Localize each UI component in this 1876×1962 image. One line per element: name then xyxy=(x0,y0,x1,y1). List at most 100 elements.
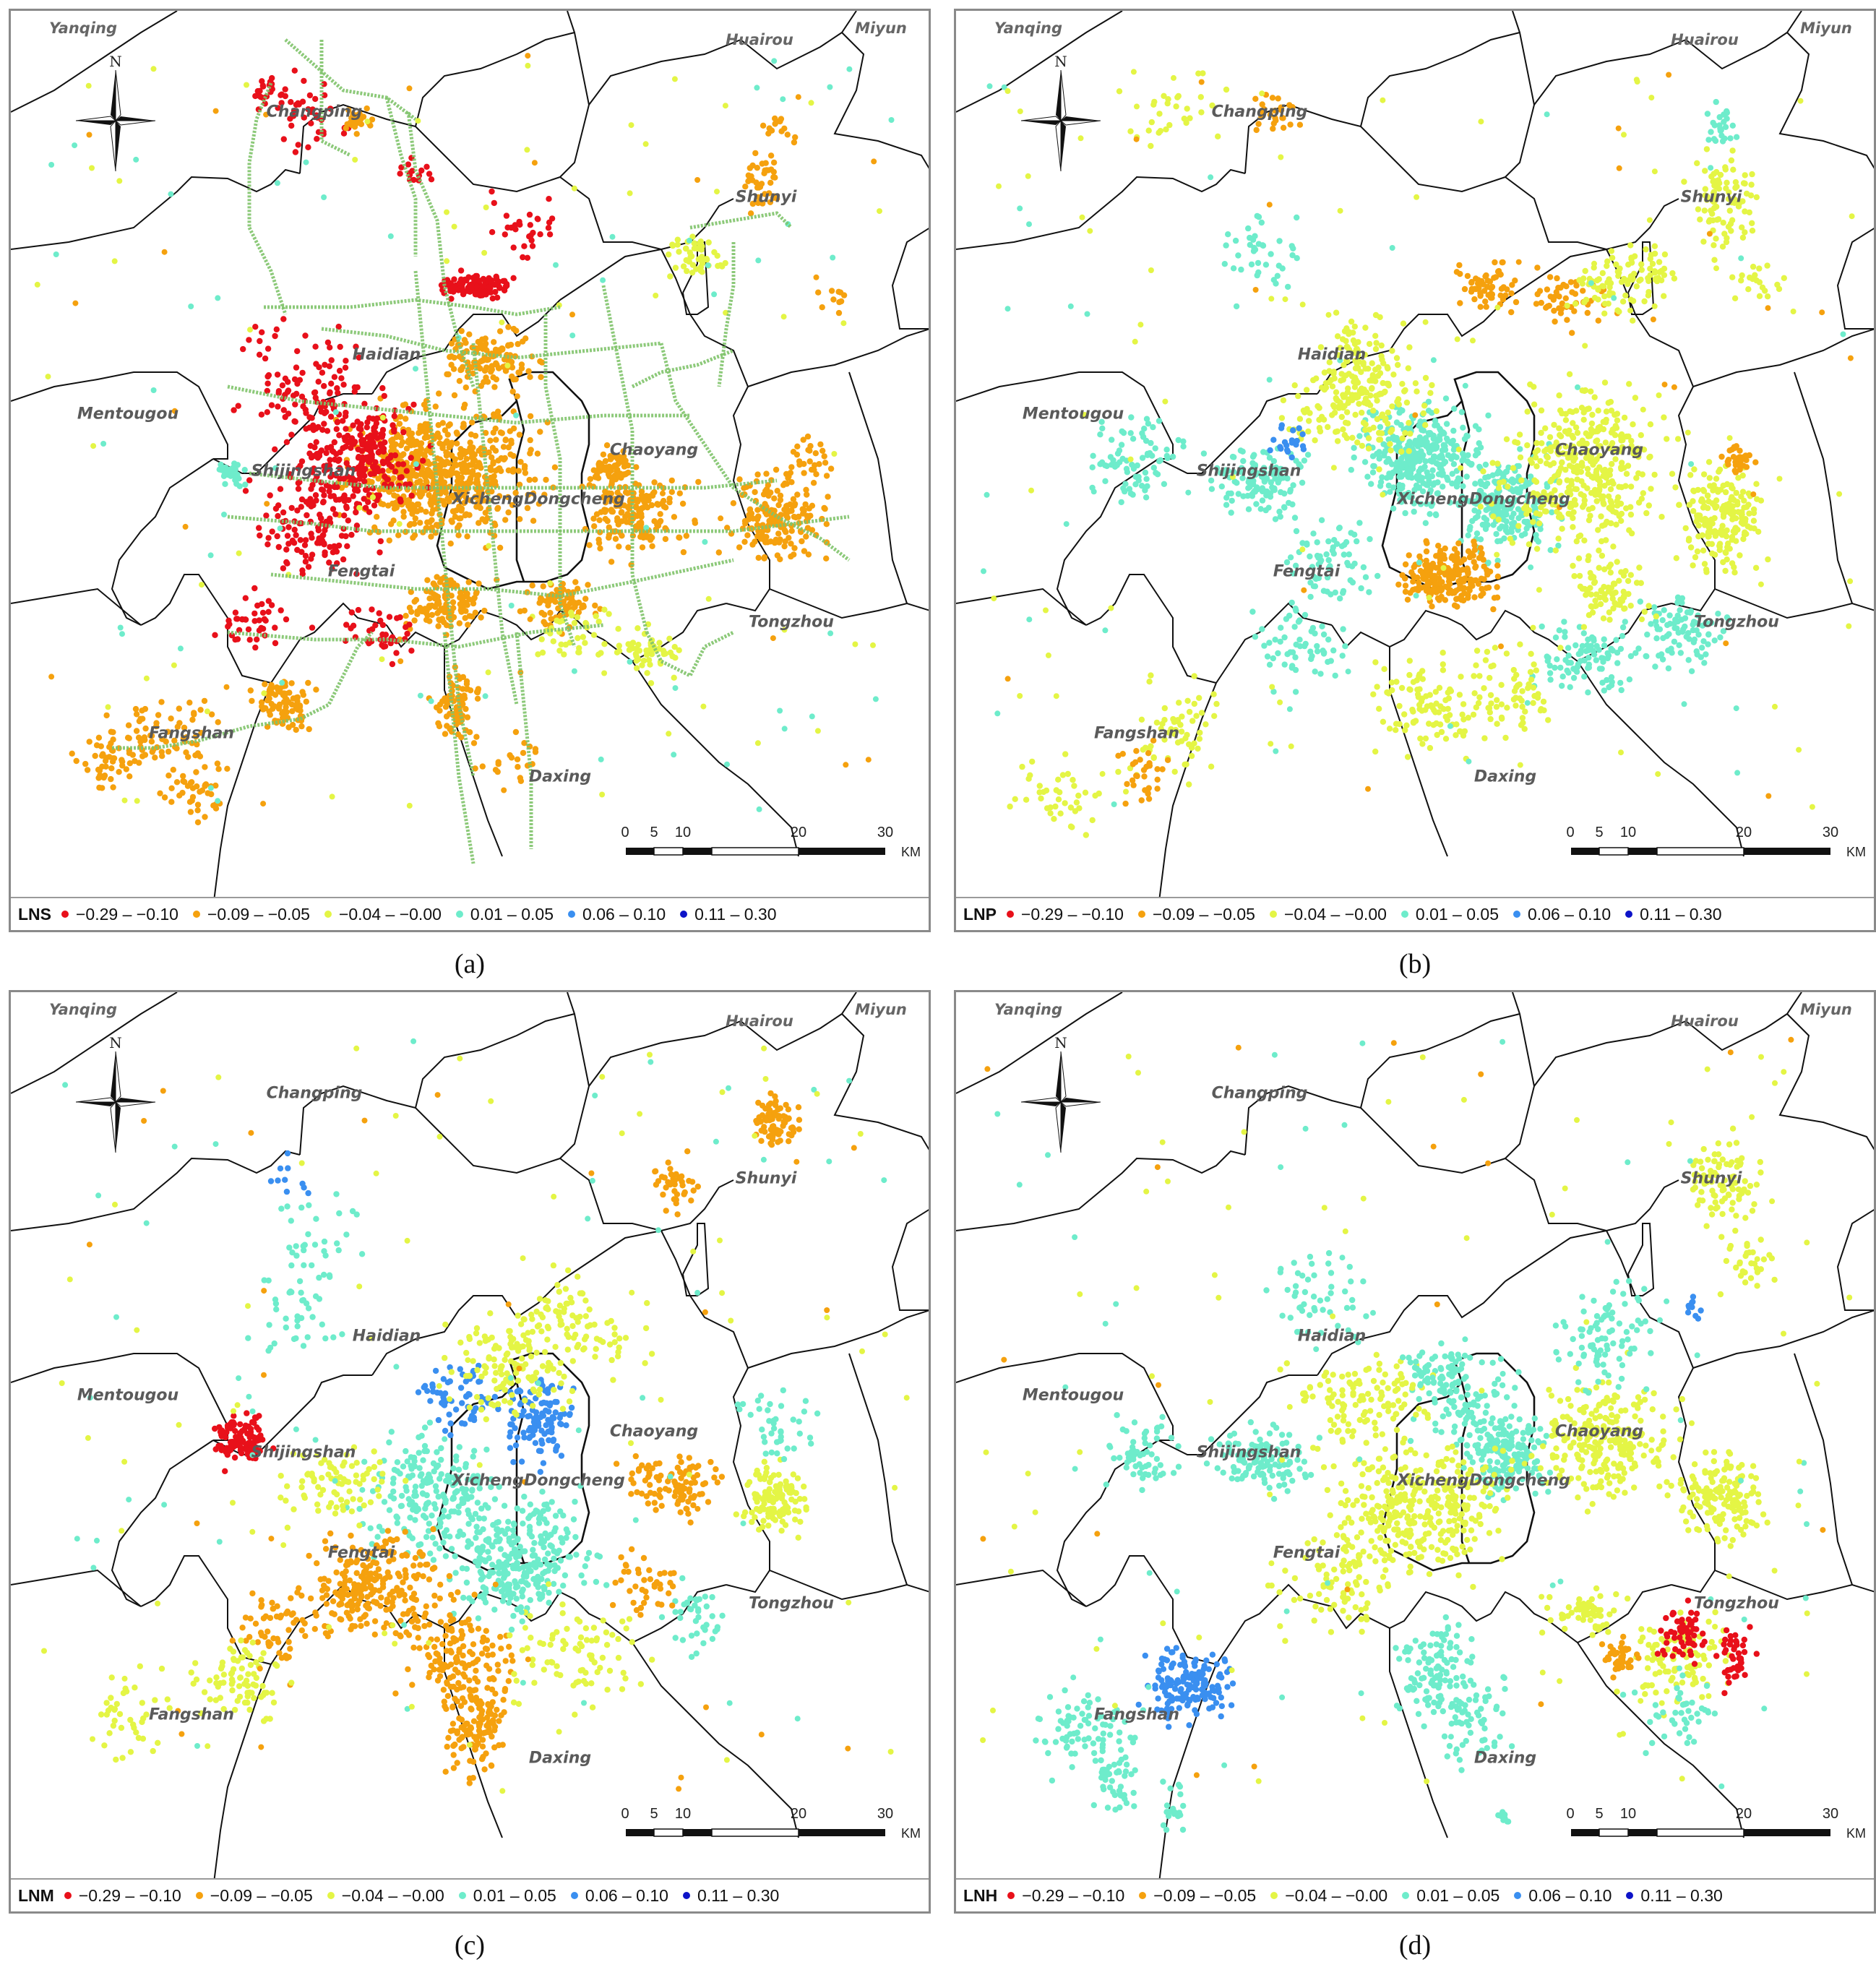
site-point xyxy=(587,476,594,483)
site-point xyxy=(592,602,598,609)
site-point xyxy=(411,520,418,527)
district-boundary xyxy=(1158,682,1217,897)
site-point xyxy=(1425,408,1432,414)
site-point xyxy=(1449,480,1455,487)
site-point xyxy=(793,514,799,521)
site-point xyxy=(1138,483,1145,489)
site-point xyxy=(469,614,476,620)
site-point xyxy=(539,597,546,603)
site-point xyxy=(476,290,482,296)
site-point xyxy=(329,565,335,572)
site-point xyxy=(493,360,499,366)
site-point xyxy=(1399,435,1406,442)
site-point xyxy=(428,698,434,705)
site-point xyxy=(110,729,116,736)
site-point xyxy=(1420,410,1427,417)
site-point xyxy=(1556,478,1563,485)
site-point xyxy=(651,518,658,525)
site-point xyxy=(1411,500,1417,507)
site-point xyxy=(1691,636,1698,643)
site-point xyxy=(348,625,354,632)
site-point xyxy=(202,764,208,770)
site-point xyxy=(865,757,872,763)
site-point xyxy=(304,512,310,519)
site-point xyxy=(149,749,155,755)
site-point xyxy=(1514,439,1521,446)
site-point xyxy=(293,726,299,733)
site-point xyxy=(286,471,293,478)
site-point xyxy=(377,617,384,624)
site-point xyxy=(1130,491,1136,498)
core-district-boundary xyxy=(515,400,525,582)
site-point xyxy=(1412,459,1419,465)
site-point xyxy=(1494,460,1501,467)
site-point xyxy=(379,384,386,392)
site-point xyxy=(1296,416,1304,422)
site-point xyxy=(305,679,311,687)
site-point xyxy=(627,190,633,197)
site-point xyxy=(1598,513,1604,520)
site-point xyxy=(272,640,279,647)
site-point xyxy=(1747,525,1754,531)
site-point xyxy=(636,520,642,527)
site-point xyxy=(280,699,288,705)
site-point xyxy=(532,749,539,755)
metro-line xyxy=(645,630,735,679)
site-point xyxy=(612,535,619,542)
site-point xyxy=(433,593,439,599)
site-point xyxy=(313,112,320,119)
site-point xyxy=(1416,422,1422,429)
site-point xyxy=(466,512,473,518)
site-point xyxy=(426,491,432,499)
site-point xyxy=(666,251,672,258)
site-point xyxy=(1643,509,1650,517)
site-point xyxy=(1356,433,1363,439)
district-label-huairou: Huairou xyxy=(726,31,793,48)
site-point xyxy=(1591,637,1597,644)
site-point xyxy=(561,651,567,658)
site-point xyxy=(767,538,774,545)
site-point xyxy=(1449,470,1455,477)
site-point xyxy=(411,617,418,624)
site-point xyxy=(324,428,331,434)
site-point xyxy=(379,621,387,629)
site-point xyxy=(524,504,531,512)
site-point xyxy=(618,509,624,516)
site-point xyxy=(408,492,415,499)
site-point xyxy=(1619,624,1627,631)
site-point xyxy=(374,494,381,501)
site-point xyxy=(1711,637,1718,644)
site-point xyxy=(323,449,330,457)
site-point xyxy=(330,471,336,478)
site-point xyxy=(321,492,327,499)
site-point xyxy=(535,501,543,507)
site-point xyxy=(397,413,404,420)
site-point xyxy=(398,452,405,459)
site-point xyxy=(1407,590,1414,596)
district-boundary xyxy=(1490,603,1672,663)
site-point xyxy=(1673,555,1679,562)
site-point xyxy=(1614,660,1621,666)
site-point xyxy=(1741,504,1747,511)
site-point xyxy=(479,516,486,522)
site-point xyxy=(405,426,412,434)
site-point xyxy=(1143,476,1150,482)
site-point xyxy=(1450,427,1457,434)
site-point xyxy=(1647,453,1653,460)
district-boundary xyxy=(444,647,503,857)
district-boundary xyxy=(1778,32,1874,169)
site-point xyxy=(301,77,307,85)
site-point xyxy=(852,641,859,647)
site-point xyxy=(345,107,352,113)
site-point xyxy=(459,595,466,603)
site-point xyxy=(340,556,347,563)
site-point xyxy=(327,543,333,551)
site-point xyxy=(1387,441,1393,447)
site-point xyxy=(303,698,309,705)
site-point xyxy=(394,615,400,621)
site-point xyxy=(448,593,455,599)
site-point xyxy=(212,108,219,114)
site-point xyxy=(481,497,487,504)
site-point xyxy=(749,541,756,548)
site-point xyxy=(1445,437,1451,444)
